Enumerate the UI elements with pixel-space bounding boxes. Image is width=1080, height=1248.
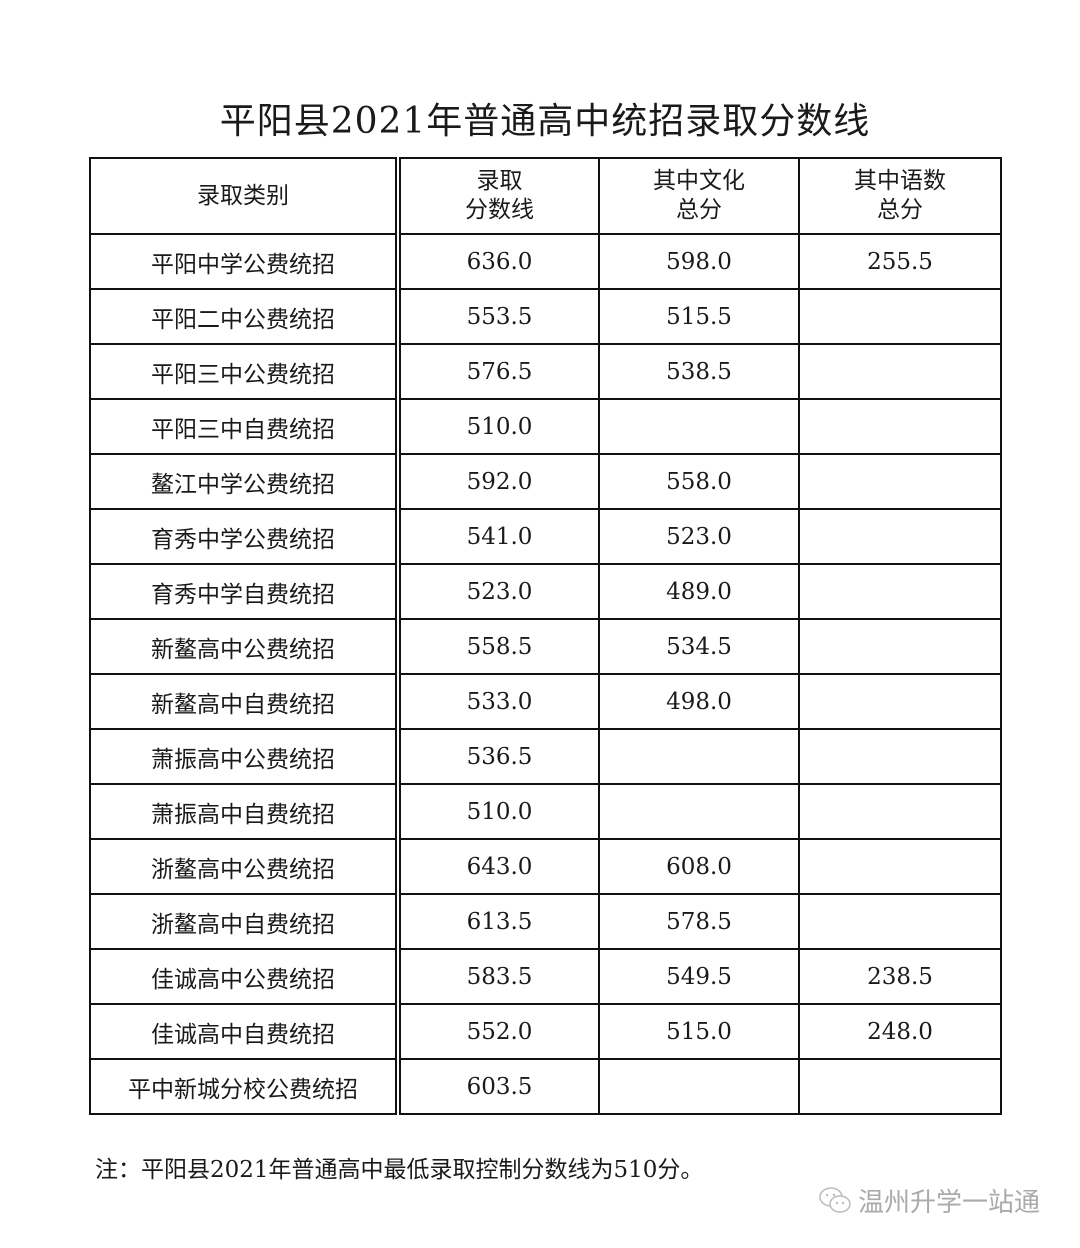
culture-total-cell: 608.0 [598,838,800,895]
culture-total-cell [598,1058,800,1115]
admission-score-cell: 510.0 [397,783,600,840]
table-row: 鳌江中学公费统招 592.0 558.0 [89,453,1002,510]
category-cell: 新鳌高中自费统招 [89,673,401,730]
admission-score-cell: 523.0 [397,563,600,620]
table-row: 育秀中学公费统招 541.0 523.0 [89,508,1002,565]
page-title: 平阳县2021年普通高中统招录取分数线 [219,101,871,142]
chinese-math-total-cell [798,508,1002,565]
category-cell: 鳌江中学公费统招 [89,453,401,510]
category-cell: 平阳二中公费统招 [89,288,401,345]
watermark: 温州升学一站通 [818,1182,1040,1219]
chinese-math-total-cell [798,673,1002,730]
chinese-math-total-cell: 238.5 [798,948,1002,1005]
category-cell: 浙鳌高中自费统招 [89,893,401,950]
culture-total-cell: 538.5 [598,343,800,400]
table-row: 萧振高中公费统招 536.5 [89,728,1002,785]
culture-total-cell [598,728,800,785]
header-text: 总分 [877,197,923,223]
culture-total-cell: 578.5 [598,893,800,950]
chinese-math-total-cell [798,783,1002,840]
table-row: 平中新城分校公费统招 603.5 [89,1058,1002,1115]
table-row: 平阳中学公费统招 636.0 598.0 255.5 [89,233,1002,290]
culture-total-cell: 515.0 [598,1003,800,1060]
watermark-text: 温州升学一站通 [858,1188,1041,1218]
admission-score-cell: 536.5 [397,728,600,785]
culture-total-cell: 523.0 [598,508,800,565]
culture-total-cell: 515.5 [598,288,800,345]
culture-total-cell [598,398,800,455]
category-cell: 佳诚高中公费统招 [89,948,401,1005]
chinese-math-total-cell [798,728,1002,785]
admission-score-cell: 553.5 [397,288,600,345]
category-cell: 平阳中学公费统招 [89,233,401,290]
category-cell: 萧振高中公费统招 [89,728,401,785]
header-culture-total: 其中文化 总分 [598,157,800,235]
admission-score-cell: 558.5 [397,618,600,675]
admission-score-cell: 552.0 [397,1003,600,1060]
admission-score-cell: 603.5 [397,1058,600,1115]
culture-total-cell: 498.0 [598,673,800,730]
admission-score-table: 录取类别 录取 分数线 其中文化 总分 其中语数 总分 平阳中学公费统招 636.0 598.0… [89,157,1002,1115]
header-text: 其中语数 [854,168,946,194]
culture-total-cell: 558.0 [598,453,800,510]
chinese-math-total-cell [798,893,1002,950]
table-row: 平阳三中公费统招 576.5 538.5 [89,343,1002,400]
table-row: 平阳三中自费统招 510.0 [89,398,1002,455]
header-admission-score: 录取 分数线 [397,157,600,235]
header-text: 其中文化 [653,168,745,194]
table-row: 育秀中学自费统招 523.0 489.0 [89,563,1002,620]
table-row: 浙鳌高中公费统招 643.0 608.0 [89,838,1002,895]
chinese-math-total-cell [798,618,1002,675]
table-header-row: 录取类别 录取 分数线 其中文化 总分 其中语数 总分 [89,157,1002,235]
table-row: 萧振高中自费统招 510.0 [89,783,1002,840]
culture-total-cell: 489.0 [598,563,800,620]
header-category: 录取类别 [89,157,401,235]
culture-total-cell: 534.5 [598,618,800,675]
culture-total-cell: 598.0 [598,233,800,290]
header-text: 分数线 [465,197,534,223]
category-cell: 佳诚高中自费统招 [89,1003,401,1060]
chinese-math-total-cell: 255.5 [798,233,1002,290]
admission-score-cell: 613.5 [397,893,600,950]
table-row: 平阳二中公费统招 553.5 515.5 [89,288,1002,345]
header-chinese-math-total: 其中语数 总分 [798,157,1002,235]
admission-score-cell: 643.0 [397,838,600,895]
category-cell: 新鳌高中公费统招 [89,618,401,675]
chinese-math-total-cell [798,398,1002,455]
header-text: 总分 [676,197,722,223]
category-cell: 育秀中学公费统招 [89,508,401,565]
category-cell: 平阳三中自费统招 [89,398,401,455]
category-cell: 育秀中学自费统招 [89,563,401,620]
table-row: 佳诚高中自费统招 552.0 515.0 248.0 [89,1003,1002,1060]
chinese-math-total-cell [798,1058,1002,1115]
chinese-math-total-cell [798,288,1002,345]
category-cell: 平中新城分校公费统招 [89,1058,401,1115]
table-row: 新鳌高中自费统招 533.0 498.0 [89,673,1002,730]
category-cell: 平阳三中公费统招 [89,343,401,400]
chinese-math-total-cell [798,563,1002,620]
chinese-math-total-cell [798,838,1002,895]
wechat-icon [819,1186,851,1213]
admission-score-cell: 576.5 [397,343,600,400]
admission-score-cell: 592.0 [397,453,600,510]
admission-score-cell: 510.0 [397,398,600,455]
chinese-math-total-cell [798,343,1002,400]
culture-total-cell [598,783,800,840]
header-text: 录取类别 [197,182,289,209]
footnote: 注：平阳县2021年普通高中最低录取控制分数线为510分。 [95,1157,704,1183]
table-row: 浙鳌高中自费统招 613.5 578.5 [89,893,1002,950]
table-row: 新鳌高中公费统招 558.5 534.5 [89,618,1002,675]
chinese-math-total-cell [798,453,1002,510]
admission-score-cell: 583.5 [397,948,600,1005]
category-cell: 浙鳌高中公费统招 [89,838,401,895]
admission-score-cell: 636.0 [397,233,600,290]
header-text: 录取 [476,168,523,194]
admission-score-cell: 533.0 [397,673,600,730]
chinese-math-total-cell: 248.0 [798,1003,1002,1060]
culture-total-cell: 549.5 [598,948,800,1005]
admission-score-cell: 541.0 [397,508,600,565]
category-cell: 萧振高中自费统招 [89,783,401,840]
table-row: 佳诚高中公费统招 583.5 549.5 238.5 [89,948,1002,1005]
